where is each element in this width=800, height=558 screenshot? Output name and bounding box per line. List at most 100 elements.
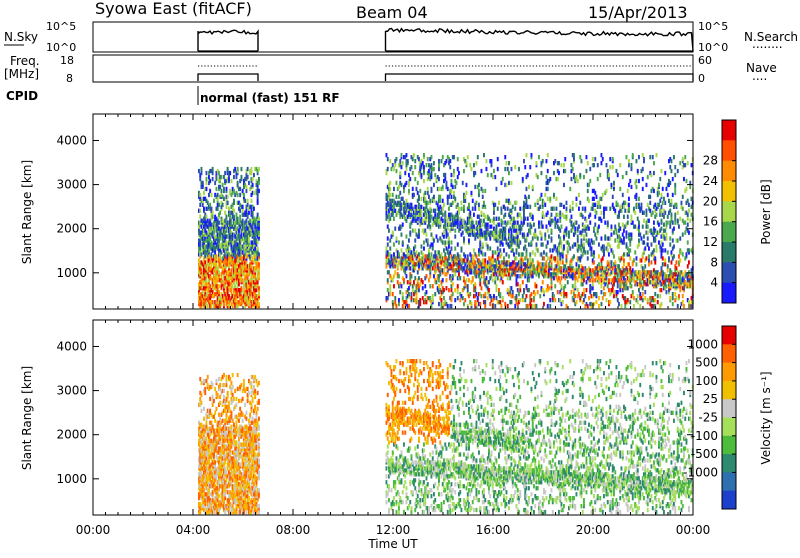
heatmap-cell — [514, 221, 516, 225]
heatmap-cell — [512, 264, 514, 268]
heatmap-cell — [621, 209, 623, 213]
heatmap-cell — [213, 229, 215, 233]
heatmap-cell — [676, 266, 678, 270]
heatmap-cell — [209, 236, 211, 240]
heatmap-cell — [478, 252, 480, 256]
heatmap-cell — [588, 296, 590, 300]
heatmap-cell — [576, 221, 578, 225]
heatmap-cell — [228, 207, 230, 211]
heatmap-cell — [427, 191, 429, 195]
heatmap-cell — [667, 268, 669, 272]
heatmap-cell — [199, 242, 201, 246]
heatmap-cell — [586, 233, 588, 237]
heatmap-cell — [438, 163, 440, 167]
heatmap-cell — [527, 205, 529, 209]
heatmap-cell — [598, 296, 600, 300]
heatmap-cell — [494, 268, 496, 272]
heatmap-cell — [217, 197, 219, 201]
heatmap-cell — [552, 219, 554, 223]
heatmap-cell — [546, 244, 548, 248]
heatmap-cell — [463, 236, 465, 240]
heatmap-cell — [561, 292, 563, 296]
heatmap-cell — [459, 276, 461, 280]
heatmap-cell — [408, 238, 410, 242]
heatmap-cell — [663, 197, 665, 201]
heatmap-cell — [239, 193, 241, 197]
heatmap-cell — [598, 254, 600, 258]
heatmap-cell — [648, 262, 650, 266]
heatmap-cell — [682, 272, 684, 276]
heatmap-cell — [607, 248, 609, 252]
heatmap-cell — [494, 276, 496, 280]
heatmap-cell — [601, 197, 603, 201]
heatmap-cell — [583, 234, 585, 238]
heatmap-cell — [478, 189, 480, 193]
heatmap-cell — [506, 252, 508, 256]
heatmap-cell — [438, 187, 440, 191]
heatmap-cell — [559, 256, 561, 260]
heatmap-cell — [561, 266, 563, 270]
heatmap-cell — [639, 270, 641, 274]
heatmap-cell — [487, 296, 489, 300]
heatmap-cell — [636, 185, 638, 189]
heatmap-cell — [391, 167, 393, 171]
heatmap-cell — [678, 254, 680, 258]
heatmap-cell — [414, 276, 416, 280]
heatmap-cell — [643, 240, 645, 244]
heatmap-cell — [403, 278, 405, 282]
heatmap-cell — [412, 229, 414, 233]
heatmap-cell — [481, 211, 483, 215]
heatmap-cell — [682, 294, 684, 298]
heatmap-cell — [631, 284, 633, 288]
heatmap-cell — [626, 242, 628, 246]
heatmap-cell — [589, 278, 591, 282]
heatmap-cell — [576, 262, 578, 266]
heatmap-cell — [464, 298, 466, 302]
heatmap-cell — [594, 278, 596, 282]
heatmap-cell — [209, 284, 211, 288]
heatmap-cell — [643, 234, 645, 238]
heatmap-cell — [669, 181, 671, 185]
heatmap-cell — [246, 189, 248, 193]
heatmap-cell — [496, 187, 498, 191]
heatmap-cell — [429, 199, 431, 203]
heatmap-cell — [418, 252, 420, 256]
heatmap-cell — [496, 231, 498, 235]
heatmap-cell — [444, 252, 446, 256]
heatmap-cell — [421, 209, 423, 213]
heatmap-cell — [661, 219, 663, 223]
heatmap-cell — [574, 294, 576, 298]
heatmap-cell — [234, 284, 236, 288]
heatmap-cell — [602, 193, 604, 197]
heatmap-cell — [652, 280, 654, 284]
heatmap-cell — [638, 238, 640, 242]
heatmap-cell — [517, 231, 519, 235]
heatmap-cell — [532, 258, 534, 262]
heatmap-cell — [407, 252, 409, 256]
heatmap-cell — [503, 248, 505, 252]
heatmap-cell — [461, 219, 463, 223]
heatmap-cell — [657, 300, 659, 304]
heatmap-cell — [422, 252, 424, 256]
noise-right-tick-bottom: 10^0 — [698, 41, 728, 54]
heatmap-cell — [216, 254, 218, 258]
heatmap-cell — [641, 203, 643, 207]
heatmap-cell — [603, 248, 605, 252]
heatmap-cell — [433, 167, 435, 171]
heatmap-cell — [421, 244, 423, 248]
heatmap-cell — [397, 280, 399, 284]
heatmap-cell — [429, 284, 431, 288]
heatmap-cell — [387, 278, 389, 282]
heatmap-cell — [398, 195, 400, 199]
heatmap-cell — [674, 187, 676, 191]
heatmap-cell — [579, 155, 581, 159]
heatmap-cell — [394, 209, 396, 213]
heatmap-cell — [451, 179, 453, 183]
heatmap-cell — [586, 219, 588, 223]
heatmap-cell — [248, 211, 250, 215]
heatmap-cell — [616, 169, 618, 173]
heatmap-cell — [671, 250, 673, 254]
heatmap-cell — [592, 207, 594, 211]
heatmap-cell — [587, 250, 589, 254]
heatmap-cell — [217, 175, 219, 179]
